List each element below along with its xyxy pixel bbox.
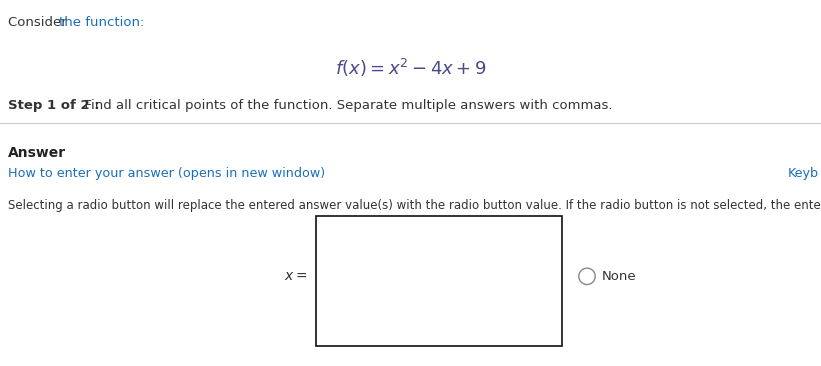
- Text: None: None: [602, 270, 636, 283]
- Text: How to enter your answer (opens in new window): How to enter your answer (opens in new w…: [8, 167, 325, 180]
- Text: Step 1 of 2 :: Step 1 of 2 :: [8, 99, 100, 112]
- Text: the function:: the function:: [59, 16, 144, 30]
- Text: Answer: Answer: [8, 146, 67, 160]
- Text: $f(x) = x^{2} - 4x + 9$: $f(x) = x^{2} - 4x + 9$: [335, 57, 486, 79]
- Text: Find all critical points of the function. Separate multiple answers with commas.: Find all critical points of the function…: [76, 99, 612, 112]
- Text: Selecting a radio button will replace the entered answer value(s) with the radio: Selecting a radio button will replace th…: [8, 199, 821, 213]
- Text: $x =$: $x =$: [284, 269, 308, 283]
- Text: Consider: Consider: [8, 16, 71, 30]
- Text: Keyb: Keyb: [788, 167, 819, 180]
